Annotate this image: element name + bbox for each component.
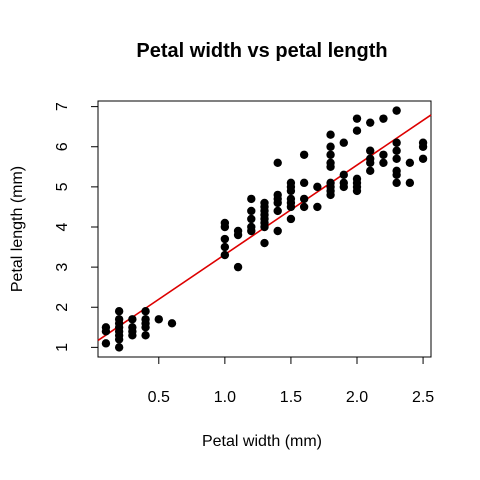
data-point [405,158,415,167]
data-point [326,178,335,188]
data-point [247,222,256,232]
data-point [286,214,296,224]
data-point [273,206,282,216]
y-axis: 1 2 3 4 5 6 7 [54,102,98,352]
data-point [326,142,335,151]
data-point [128,315,137,324]
y-axis-label: Petal length (mm) [9,166,26,292]
data-point [366,118,375,127]
data-point [220,218,230,228]
x-axis: 0.5 1.0 1.5 2.0 2.5 [148,357,434,406]
data-point [299,178,309,188]
y-tick-label: 3 [54,263,71,272]
data-point [273,226,282,236]
data-point [392,106,401,115]
data-point [273,190,282,200]
data-point [339,170,348,180]
data-point [379,114,388,123]
data-point [352,174,362,184]
data-point [366,166,375,176]
data-point [220,234,230,244]
data-point [352,126,362,135]
x-tick-label: 2.0 [346,389,368,406]
data-point [220,250,230,260]
chart-title: Petal width vs petal length [136,40,387,62]
y-tick-label: 5 [54,182,71,191]
data-point [326,150,335,159]
data-points [101,106,428,352]
data-point [366,154,375,163]
data-point [339,138,348,147]
data-point [326,130,335,139]
data-point [392,154,401,163]
data-point [339,178,348,188]
data-point [352,114,362,123]
data-point [379,158,388,167]
plot-frame [97,100,432,358]
data-point [273,158,282,167]
data-point [418,138,428,147]
x-tick-label: 2.5 [412,389,434,406]
data-point [154,315,163,324]
x-tick-label: 1.0 [214,389,236,406]
data-point [247,214,256,224]
data-point [220,242,230,252]
data-point [286,178,296,188]
data-point [114,307,124,316]
data-point [392,166,401,176]
data-point [313,182,322,192]
data-point [141,315,150,324]
y-tick-label: 6 [54,142,71,151]
data-point [141,307,150,316]
y-tick-label: 2 [54,303,71,312]
data-point [247,206,256,216]
data-point [299,194,309,204]
data-point [260,198,269,208]
data-point [114,343,124,352]
data-point [313,202,322,212]
data-point [167,319,177,328]
x-tick-label: 1.5 [280,389,302,406]
data-point [299,202,309,212]
data-point [392,178,401,188]
y-tick-label: 7 [54,102,71,111]
y-tick-label: 4 [54,222,71,231]
data-point [247,194,256,204]
data-point [101,339,111,348]
data-point [326,158,335,167]
data-point [260,238,269,248]
data-point [392,146,401,155]
data-point [114,315,124,324]
data-point [299,150,309,159]
data-point [366,146,375,155]
data-point [286,194,296,204]
y-tick-label: 1 [54,343,71,352]
data-point [128,323,137,332]
data-point [233,226,243,236]
data-point [233,262,243,272]
data-point [392,138,401,147]
data-point [405,178,415,188]
data-point [101,323,111,332]
data-point [379,150,388,159]
x-tick-label: 0.5 [148,389,170,406]
x-axis-label: Petal width (mm) [202,433,322,450]
data-point [141,331,150,340]
data-point [418,154,428,163]
